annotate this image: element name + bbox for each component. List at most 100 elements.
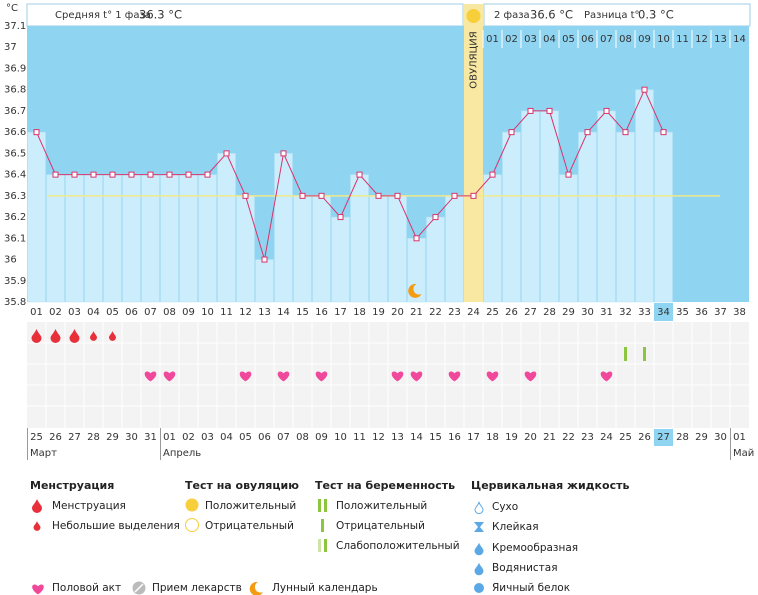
- cycle-day: 01: [30, 307, 43, 318]
- legend-item: Клейкая: [492, 521, 539, 533]
- legend-icon: [32, 499, 42, 513]
- temperature-point: [622, 129, 629, 136]
- calendar-date: 05: [239, 432, 252, 443]
- y-tick-label: 35.9: [4, 276, 26, 287]
- legend-item: Положительный: [205, 500, 296, 512]
- legend-icon: [185, 518, 199, 532]
- temp-column: [141, 174, 160, 303]
- intercourse-mark: [315, 371, 328, 382]
- legend-icon: [474, 542, 484, 556]
- legend-icon: [318, 539, 321, 552]
- calendar-date: 31: [144, 432, 157, 443]
- cycle-day: 16: [315, 307, 328, 318]
- temperature-point: [318, 192, 325, 199]
- calendar-date: 12: [372, 432, 385, 443]
- temp-column: [179, 174, 198, 303]
- legend-icon: [324, 539, 327, 552]
- legend-item: Отрицательный: [336, 520, 425, 532]
- temp-column: [160, 174, 179, 303]
- cycle-day: 26: [505, 307, 518, 318]
- calendar-date: 27: [68, 432, 81, 443]
- calendar-date: 15: [429, 432, 442, 443]
- ovulation-sun: [466, 9, 481, 23]
- temp-column: [350, 174, 369, 303]
- menstruation-mark: [69, 329, 80, 343]
- cycle-day: 27: [524, 307, 537, 318]
- diff-label: Разница t°: [584, 10, 640, 21]
- temp-column: [483, 174, 502, 303]
- cycle-day: 29: [562, 307, 575, 318]
- cycle-day: 09: [182, 307, 195, 318]
- calendar-date: 07: [277, 432, 290, 443]
- calendar-date: 26: [49, 432, 62, 443]
- legend-item: Прием лекарств: [152, 582, 242, 594]
- phase1-value: 36.3 °C: [139, 8, 182, 22]
- temp-column: [103, 174, 122, 303]
- temperature-point: [337, 214, 344, 221]
- legend-icon: [321, 519, 324, 532]
- temperature-point: [660, 129, 667, 136]
- cycle-day: 35: [676, 307, 689, 318]
- cycle-day: 22: [429, 307, 442, 318]
- legend-title: Тест на беременность: [315, 479, 455, 492]
- y-tick-label: 37: [4, 42, 17, 53]
- month-label: Май: [733, 448, 754, 459]
- unit-label: °C: [6, 3, 18, 14]
- phase2-day: 06: [581, 34, 594, 45]
- cycle-day: 36: [695, 307, 708, 318]
- temperature-point: [470, 192, 477, 199]
- temperature-point: [147, 171, 154, 178]
- intercourse-mark: [600, 371, 613, 382]
- temp-column: [331, 216, 350, 303]
- pregnancy-test-mark: [643, 347, 646, 361]
- calendar-date: 26: [638, 432, 651, 443]
- temp-column: [540, 110, 559, 303]
- calendar-date: 06: [258, 432, 271, 443]
- legend-item: Отрицательный: [205, 520, 294, 532]
- calendar-date: 29: [695, 432, 708, 443]
- temperature-point: [603, 107, 610, 114]
- temperature-line: [36, 88, 664, 260]
- calendar-date: 30: [125, 432, 138, 443]
- legend-icon: [474, 583, 484, 593]
- phase2-day: 02: [505, 34, 518, 45]
- calendar-date: 24: [600, 432, 613, 443]
- temperature-point: [546, 107, 553, 114]
- phase2-day: 04: [543, 34, 556, 45]
- temperature-point: [223, 150, 230, 157]
- y-tick-label: 36.1: [4, 233, 26, 244]
- calendar-date: 19: [505, 432, 518, 443]
- temp-column: [388, 195, 407, 303]
- phase2-day: 13: [714, 34, 727, 45]
- temperature-point: [280, 150, 287, 157]
- cycle-day: 04: [87, 307, 100, 318]
- calendar-date: 28: [676, 432, 689, 443]
- legend-item: Сухо: [492, 501, 518, 513]
- diff-value: 0.3 °C: [638, 8, 674, 22]
- calendar-date: 01: [163, 432, 176, 443]
- cycle-day: 32: [619, 307, 632, 318]
- calendar-date: 21: [543, 432, 556, 443]
- legend-item: Менструация: [52, 500, 126, 512]
- ovulation-stripe: [464, 4, 483, 302]
- legend-icon: [249, 581, 263, 595]
- temperature-point: [128, 171, 135, 178]
- temp-column: [274, 153, 293, 303]
- legend-icon: [33, 521, 41, 531]
- calendar-date: 27: [657, 432, 670, 443]
- temp-column: [597, 110, 616, 303]
- phase2-day: 12: [695, 34, 708, 45]
- cycle-day: 12: [239, 307, 252, 318]
- temp-column: [84, 174, 103, 303]
- calendar-date: 11: [353, 432, 366, 443]
- ovulation-label: ОВУЛЯЦИЯ: [469, 31, 480, 89]
- cycle-day: 20: [391, 307, 404, 318]
- cycle-day: 08: [163, 307, 176, 318]
- temp-column: [312, 195, 331, 303]
- intercourse-mark: [239, 371, 252, 382]
- phase2-day: 05: [562, 34, 575, 45]
- intercourse-mark: [448, 371, 461, 382]
- calendar-date: 28: [87, 432, 100, 443]
- phase1-label: Средняя t° 1 фаза: [55, 10, 151, 21]
